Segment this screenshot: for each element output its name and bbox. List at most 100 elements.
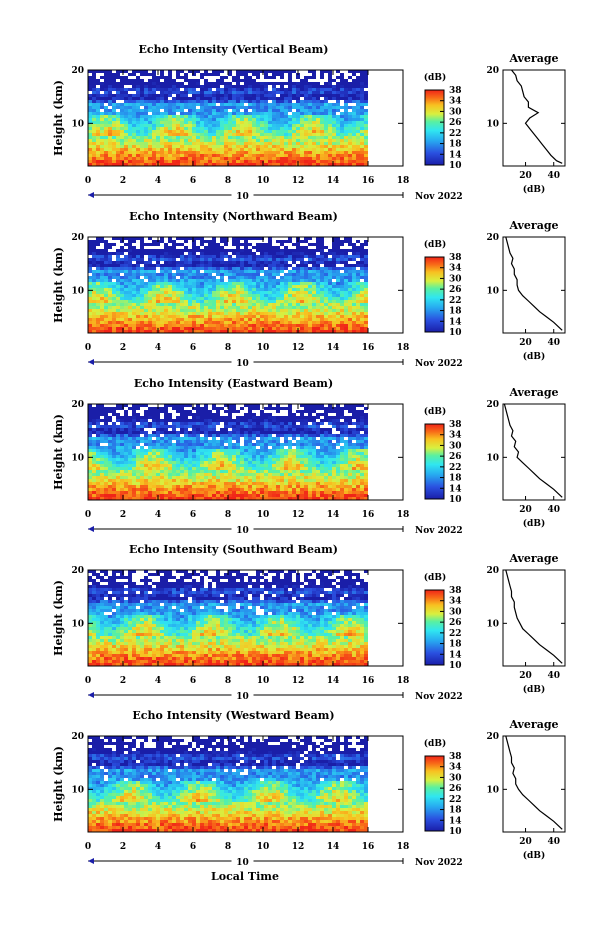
heatmap-cell	[184, 157, 188, 160]
profile-y-tick-label: 10	[486, 119, 499, 129]
heatmap-cell	[208, 422, 212, 425]
heatmap-cell	[88, 106, 92, 109]
heatmap-cell	[124, 419, 128, 422]
heatmap-cell	[284, 160, 288, 163]
heatmap-cell	[260, 249, 264, 252]
heatmap-cell	[228, 154, 232, 157]
heatmap-cell	[224, 431, 228, 434]
heatmap-cell	[364, 437, 368, 440]
heatmap-cell	[364, 109, 368, 112]
heatmap-cell	[312, 306, 316, 309]
heatmap-cell	[124, 294, 128, 297]
heatmap-cell	[348, 148, 352, 151]
heatmap-cell	[168, 76, 172, 79]
heatmap-cell	[144, 139, 148, 142]
heatmap-cell	[332, 91, 336, 94]
heatmap-cell	[360, 136, 364, 139]
heatmap-cell	[172, 327, 176, 330]
heatmap-cell	[164, 270, 168, 273]
heatmap-cell	[340, 300, 344, 303]
heatmap-cell	[152, 121, 156, 124]
heatmap-cell	[188, 160, 192, 163]
heatmap-cell	[340, 97, 344, 100]
heatmap-cell	[316, 103, 320, 106]
heatmap-cell	[284, 309, 288, 312]
heatmap-cell	[212, 112, 216, 115]
heatmap-cell	[324, 434, 328, 437]
heatmap-cell	[168, 431, 172, 434]
heatmap-cell	[316, 422, 320, 425]
heatmap-cell	[180, 91, 184, 94]
heatmap-cell	[256, 73, 260, 76]
heatmap-cell	[336, 103, 340, 106]
heatmap-cell	[116, 255, 120, 258]
heatmap-cell	[352, 267, 356, 270]
heatmap-cell	[272, 315, 276, 318]
heatmap-cell	[192, 103, 196, 106]
heatmap-cell	[352, 324, 356, 327]
heatmap-cell	[328, 267, 332, 270]
heatmap-cell	[268, 142, 272, 145]
heatmap-cell	[120, 437, 124, 440]
heatmap-cell	[108, 246, 112, 249]
heatmap-cell	[276, 407, 280, 410]
heatmap-cell	[292, 255, 296, 258]
heatmap-cell	[88, 264, 92, 267]
heatmap-cell	[168, 419, 172, 422]
heatmap-cell	[216, 109, 220, 112]
heatmap-cell	[160, 240, 164, 243]
heatmap-cell	[184, 434, 188, 437]
heatmap-cell	[296, 270, 300, 273]
heatmap-cell	[284, 103, 288, 106]
heatmap-cell	[312, 437, 316, 440]
heatmap-cell	[116, 434, 120, 437]
heatmap-cell	[336, 154, 340, 157]
heatmap-cell	[128, 324, 132, 327]
heatmap-cell	[288, 73, 292, 76]
heatmap-cell	[196, 79, 200, 82]
heatmap-cell	[148, 300, 152, 303]
heatmap-cell	[192, 157, 196, 160]
heatmap-cell	[132, 73, 136, 76]
heatmap-cell	[364, 79, 368, 82]
heatmap-cell	[324, 139, 328, 142]
heatmap-cell	[100, 154, 104, 157]
heatmap-cell	[212, 160, 216, 163]
heatmap-cell	[364, 324, 368, 327]
x-tick-label: 4	[155, 176, 161, 186]
heatmap-cell	[248, 130, 252, 133]
heatmap-cell	[252, 258, 256, 261]
heatmap-cell	[168, 276, 172, 279]
heatmap-cell	[264, 297, 268, 300]
heatmap-cell	[108, 261, 112, 264]
heatmap-cell	[96, 297, 100, 300]
heatmap-cell	[180, 139, 184, 142]
heatmap-cell	[180, 416, 184, 419]
heatmap-cell	[192, 428, 196, 431]
heatmap-cell	[180, 127, 184, 130]
heatmap-cell	[312, 312, 316, 315]
heatmap-cell	[172, 118, 176, 121]
heatmap-cell	[244, 285, 248, 288]
heatmap-cell	[100, 425, 104, 428]
heatmap-cell	[312, 127, 316, 130]
heatmap-cell	[240, 434, 244, 437]
heatmap-cell	[184, 416, 188, 419]
heatmap-cell	[144, 121, 148, 124]
heatmap-cell	[176, 249, 180, 252]
heatmap-cell	[168, 300, 172, 303]
heatmap-cell	[316, 288, 320, 291]
heatmap-cell	[340, 76, 344, 79]
heatmap-cell	[188, 413, 192, 416]
heatmap-cell	[240, 425, 244, 428]
heatmap-cell	[144, 419, 148, 422]
heatmap-cell	[272, 82, 276, 85]
heatmap-cell	[188, 130, 192, 133]
heatmap-cell	[228, 321, 232, 324]
heatmap-cell	[364, 282, 368, 285]
heatmap-cell	[240, 115, 244, 118]
heatmap-cell	[232, 261, 236, 264]
heatmap-cell	[268, 160, 272, 163]
heatmap-cell	[348, 240, 352, 243]
heatmap-cell	[200, 318, 204, 321]
